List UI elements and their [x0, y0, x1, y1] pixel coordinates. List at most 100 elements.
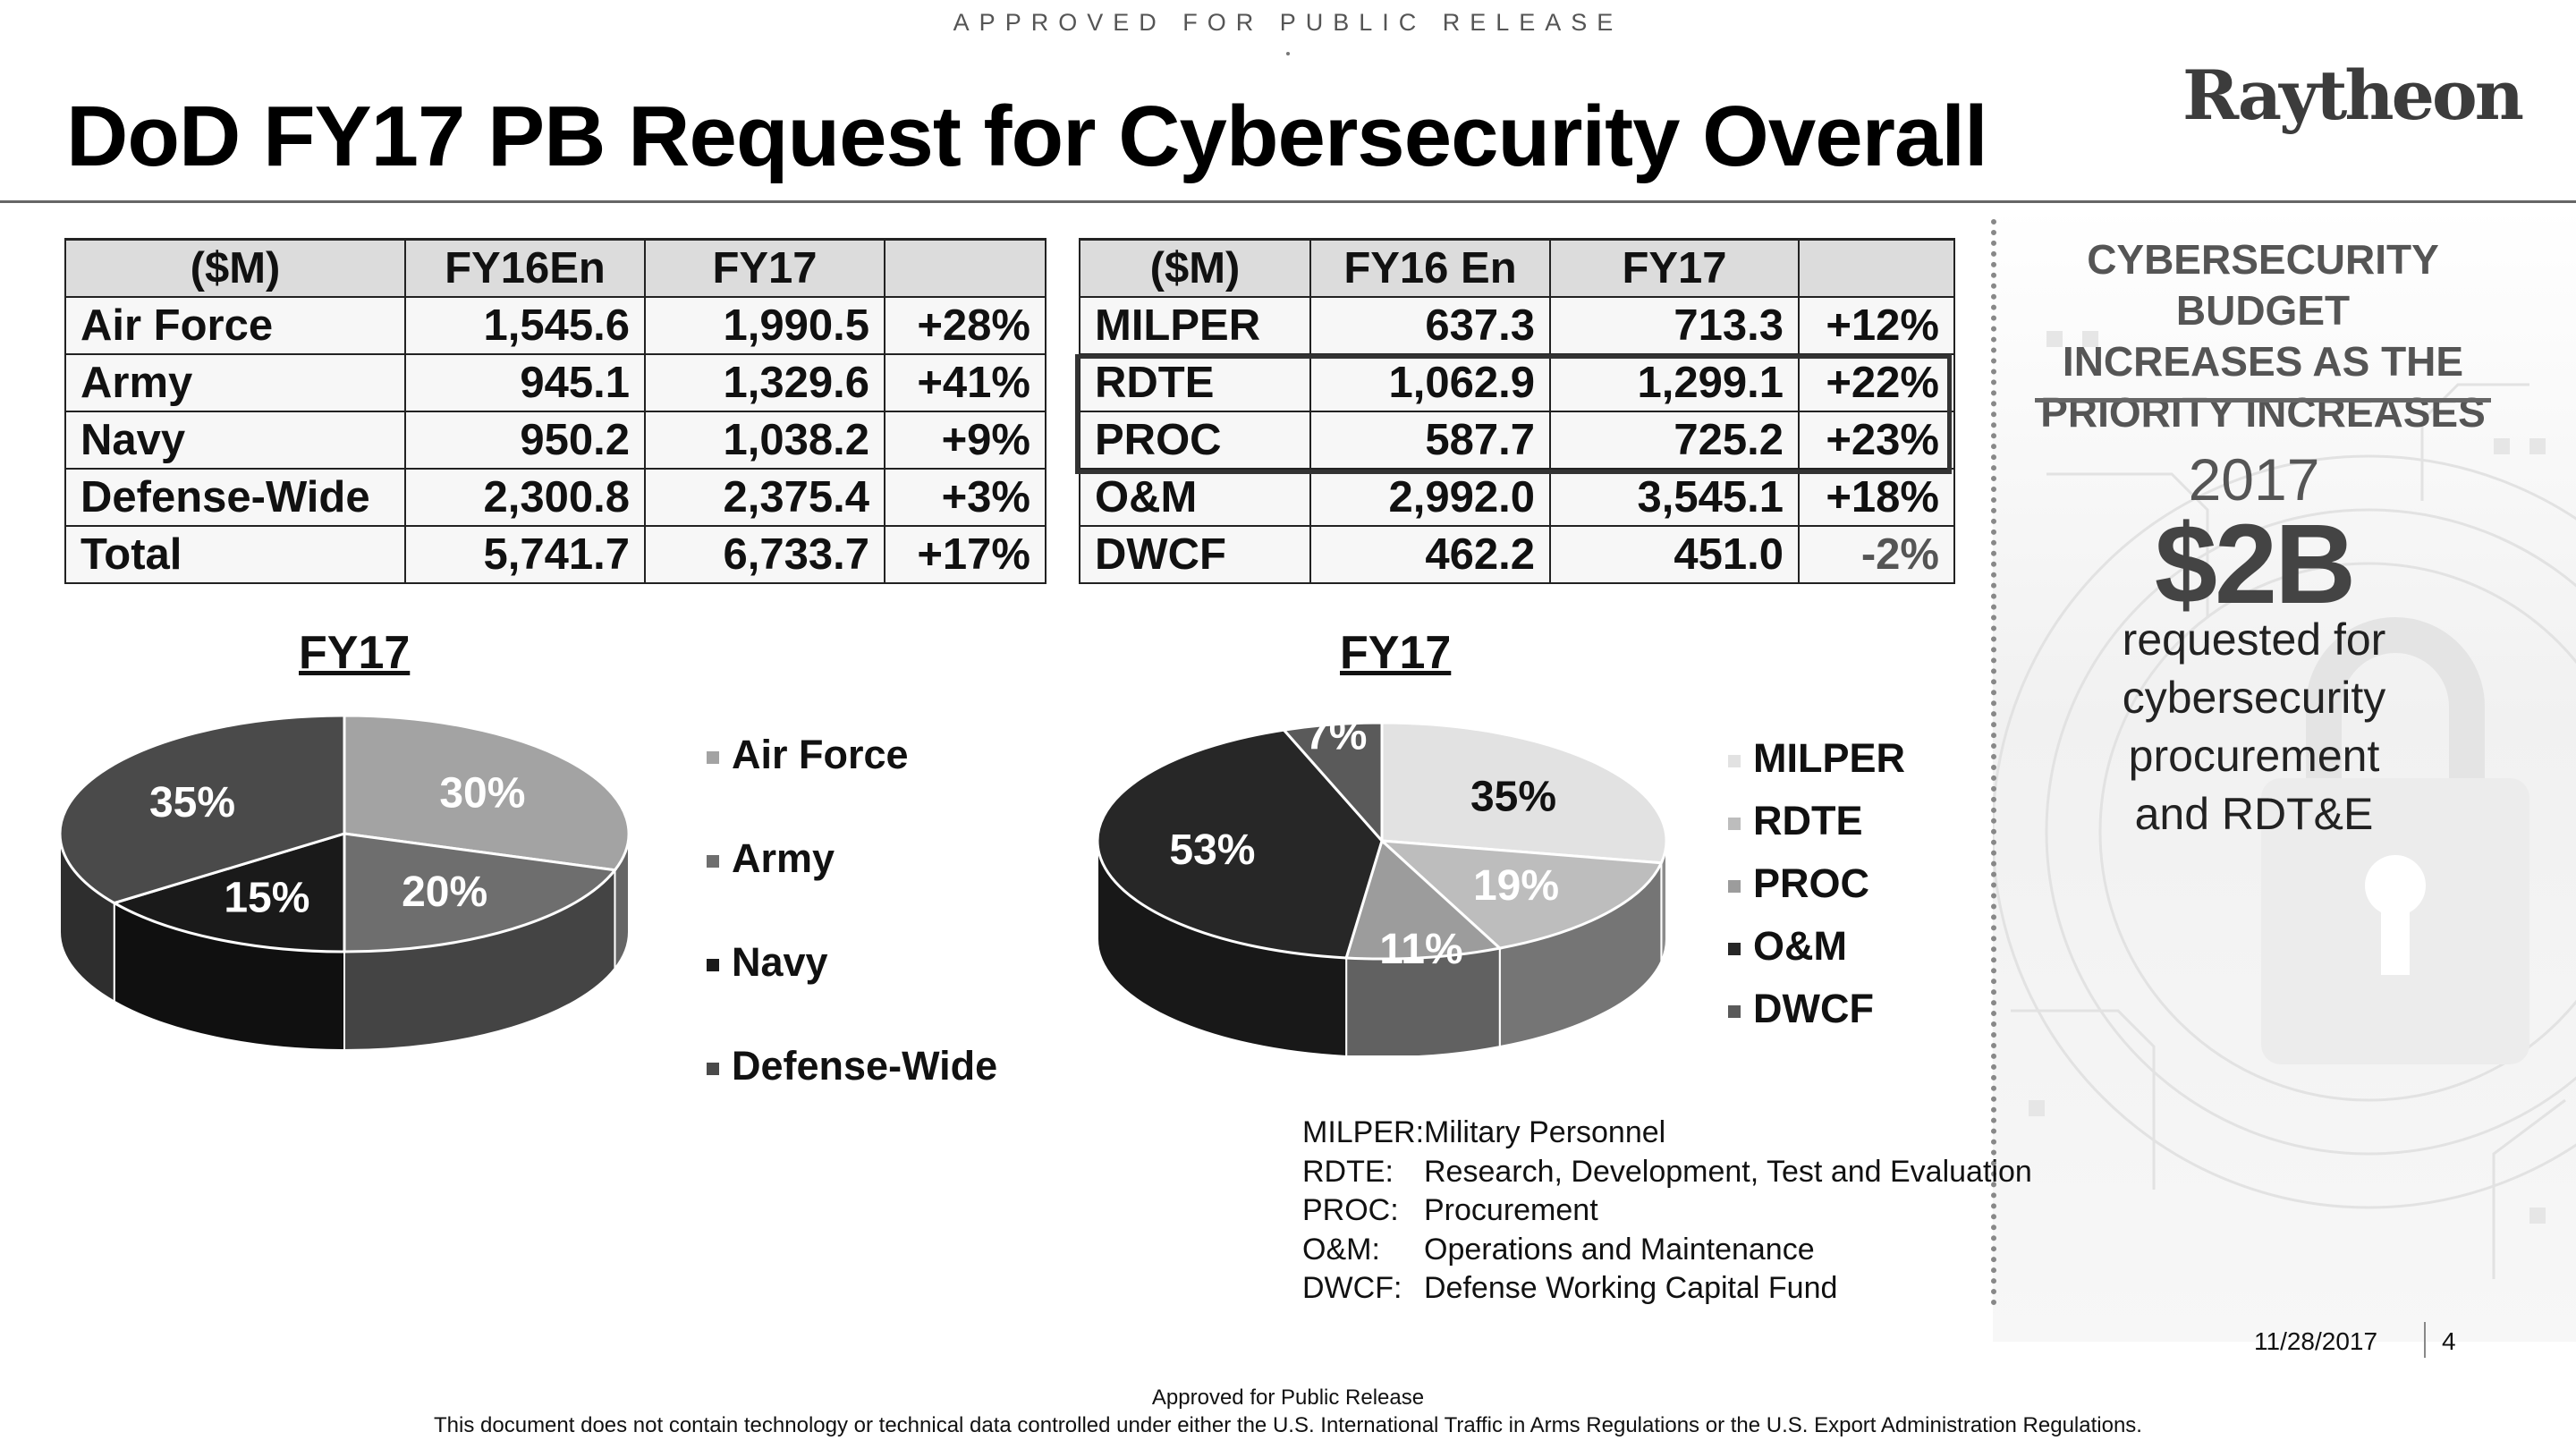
glossary-abbr: MILPER:: [1302, 1115, 1425, 1149]
row-label: Total: [64, 525, 406, 584]
sidebar-background: [1993, 206, 2576, 1342]
sidebar-divider: [1991, 219, 1996, 1306]
chart-title-appropriations: FY17: [1340, 627, 1452, 679]
table-header-row: ($M) FY16En FY17: [64, 238, 1046, 298]
pie-data-label: 53%: [1169, 826, 1255, 874]
pie-data-label: 30%: [439, 769, 525, 817]
change-value: +17%: [884, 525, 1046, 584]
pie-slice: [1380, 721, 1668, 865]
table-row: Army 945.1 1,329.6 +41%: [64, 353, 1046, 412]
glossary-row: MILPER:Military Personnel: [1302, 1114, 2032, 1153]
title-divider: [0, 200, 2576, 203]
sidebar-description-line: procurement: [2128, 731, 2380, 781]
row-label: DWCF: [1079, 525, 1311, 584]
legend-entry: MILPER: [1728, 735, 1905, 798]
legend-entry: DWCF: [1728, 986, 1905, 1048]
fy17-value: 725.2: [1549, 411, 1800, 470]
change-value: +28%: [884, 296, 1046, 355]
row-label: Air Force: [64, 296, 406, 355]
sidebar-description-line: requested for: [2122, 614, 2386, 665]
pie-slice: [343, 714, 631, 872]
pie-slice: [1096, 728, 1384, 960]
table-row: Air Force 1,545.6 1,990.5 +28%: [64, 296, 1046, 355]
glossary-meaning: Procurement: [1424, 1193, 1598, 1227]
fy16-value: 1,062.9: [1309, 353, 1551, 412]
table-row: Total 5,741.7 6,733.7 +17%: [64, 525, 1046, 584]
column-header: [884, 238, 1046, 298]
legend-swatch: [1728, 1005, 1741, 1019]
change-value: +41%: [884, 353, 1046, 412]
change-value: +3%: [884, 468, 1046, 527]
legend-entry: Navy: [707, 939, 997, 1043]
column-header: ($M): [64, 238, 406, 298]
fy16-value: 587.7: [1309, 411, 1551, 470]
column-header: FY16 En: [1309, 238, 1551, 298]
banner-dot: [1286, 52, 1290, 55]
pie-data-label: 19%: [1473, 862, 1559, 910]
fy17-value: 6,733.7: [644, 525, 886, 584]
sidebar-heading-line: INCREASES AS THE: [2062, 338, 2464, 385]
legend-label: O&M: [1753, 923, 1847, 969]
pie-slice: [1281, 721, 1384, 844]
change-value: +22%: [1798, 353, 1955, 412]
legend-swatch: [1728, 755, 1741, 768]
legend-label: DWCF: [1753, 986, 1874, 1031]
approval-banner: APPROVED FOR PUBLIC RELEASE: [953, 9, 1623, 36]
abbreviation-glossary: MILPER:Military Personnel RDTE: Research,…: [1302, 1114, 2032, 1309]
glossary-meaning: Research, Development, Test and Evaluati…: [1424, 1154, 2032, 1189]
pie-slice: [58, 714, 346, 905]
legend-label: Defense-Wide: [732, 1043, 998, 1089]
pie-data-label: 15%: [224, 875, 309, 922]
fy16-value: 637.3: [1309, 296, 1551, 355]
glossary-row: DWCF: Defense Working Capital Fund: [1302, 1269, 2032, 1309]
glossary-row: PROC: Procurement: [1302, 1191, 2032, 1231]
padlock-circuit-watermark-icon: [1993, 206, 2576, 1342]
services-budget-table: ($M) FY16En FY17 Air Force 1,545.6 1,990…: [64, 238, 1046, 584]
sidebar-amount: $2B: [2154, 501, 2356, 627]
legend-swatch: [1728, 818, 1741, 831]
glossary-meaning: Operations and Maintenance: [1424, 1232, 1815, 1267]
table-row: Defense-Wide 2,300.8 2,375.4 +3%: [64, 468, 1046, 527]
fy17-value: 2,375.4: [644, 468, 886, 527]
glossary-abbr: DWCF:: [1302, 1271, 1402, 1305]
sidebar-description-line: and RDT&E: [2134, 789, 2374, 839]
fy16-value: 5,741.7: [404, 525, 646, 584]
legend-label: Air Force: [732, 732, 909, 777]
fy17-value: 1,990.5: [644, 296, 886, 355]
page-separator: [2424, 1322, 2426, 1358]
table-row: DWCF 462.2 451.0 -2%: [1079, 525, 1955, 584]
slide-title: DoD FY17 PB Request for Cybersecurity Ov…: [66, 89, 1988, 184]
page-number: 4: [2442, 1327, 2456, 1355]
row-label: O&M: [1079, 468, 1311, 527]
change-value: -2%: [1798, 525, 1955, 584]
appropriations-pie-chart: 35% 19%11% 53% 7%: [1096, 711, 1668, 1055]
change-value: +18%: [1798, 468, 1955, 527]
table-header-row: ($M) FY16 En FY17: [1079, 238, 1955, 298]
legend-label: Navy: [732, 939, 828, 985]
appropriations-legend: MILPER RDTE PROC O&M DWCF: [1728, 735, 1905, 1048]
fy17-value: 3,545.1: [1549, 468, 1800, 527]
glossary-row: O&M: Operations and Maintenance: [1302, 1231, 2032, 1270]
raytheon-logo: Raytheon: [2182, 55, 2524, 135]
legend-label: Army: [732, 835, 835, 881]
row-label: PROC: [1079, 411, 1311, 470]
pie-data-label: 35%: [149, 779, 235, 826]
sidebar-year: 2017: [2188, 446, 2320, 513]
pie-slice: [1377, 839, 1664, 950]
pie-slice: [1344, 838, 1504, 961]
row-label: RDTE: [1079, 353, 1311, 412]
legend-entry: Air Force: [707, 732, 997, 835]
row-label: Navy: [64, 411, 406, 470]
glossary-abbr: RDTE:: [1302, 1154, 1394, 1189]
table-row: O&M 2,992.0 3,545.1 +18%: [1079, 468, 1955, 527]
fy17-value: 1,329.6: [644, 353, 886, 412]
legend-entry: O&M: [1728, 923, 1905, 986]
fy16-value: 950.2: [404, 411, 646, 470]
slide-date: 11/28/2017: [2254, 1327, 2378, 1355]
glossary-row: RDTE: Research, Development, Test and Eva…: [1302, 1153, 2032, 1192]
change-value: +23%: [1798, 411, 1955, 470]
legend-label: PROC: [1753, 860, 1870, 906]
fy16-value: 2,992.0: [1309, 468, 1551, 527]
appropriations-budget-table: ($M) FY16 En FY17 MILPER 637.3 713.3 +12…: [1079, 238, 1955, 584]
legend-entry: Defense-Wide: [707, 1043, 997, 1147]
